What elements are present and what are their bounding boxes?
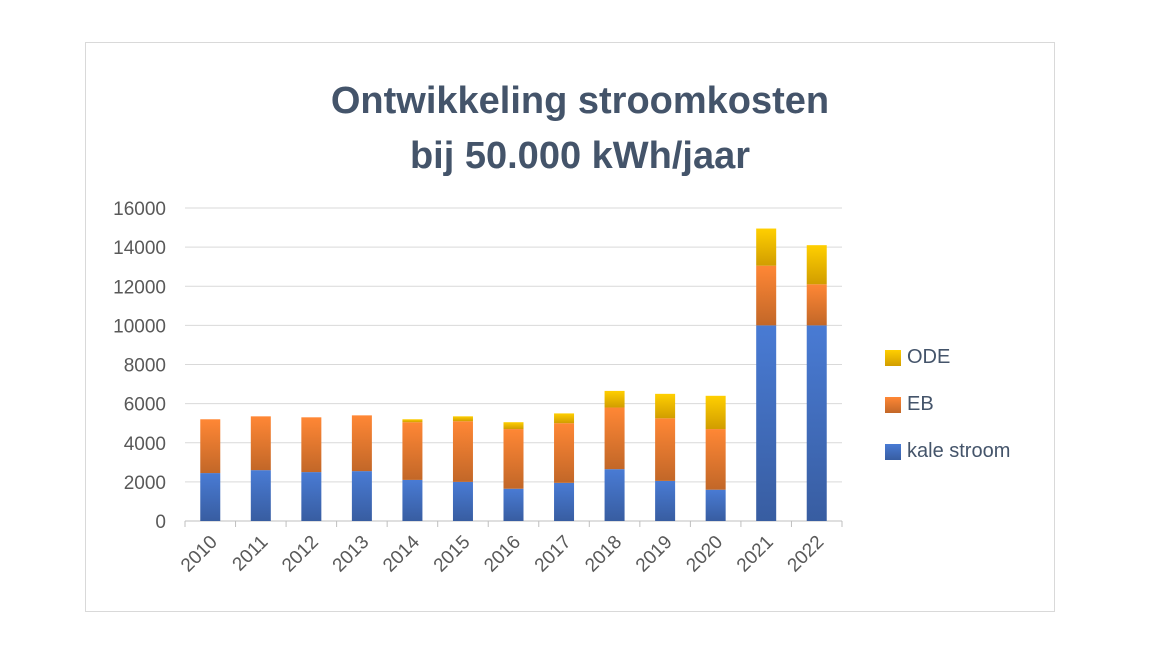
x-tick-label: 2021 (733, 532, 778, 577)
bar-segment-eb (351, 415, 372, 472)
bar-segment-kale-stroom (554, 482, 575, 521)
y-tick-label: 10000 (113, 316, 166, 337)
x-tick-label: 2019 (632, 532, 677, 577)
legend-label-ode: ODE (907, 346, 951, 368)
x-tick-label: 2015 (430, 532, 475, 577)
bar-segment-eb (452, 421, 473, 482)
y-tick-label: 8000 (124, 356, 166, 377)
bar-segment-eb (301, 417, 322, 473)
y-tick-label: 6000 (124, 395, 166, 416)
legend-item-kale-stroom: kale stroom (885, 428, 1010, 475)
bar-segment-ode (452, 416, 473, 422)
legend-swatch-kale-stroom (885, 443, 901, 460)
bar-segment-eb (402, 422, 423, 480)
bar-segment-kale-stroom (806, 325, 827, 521)
bar-segment-ode (756, 228, 777, 266)
chart-title-line-2: bij 50.000 kWh/jaar (409, 135, 751, 177)
x-tick-label: 2018 (581, 532, 626, 577)
legend: ODE EB kale stroom (885, 334, 1010, 475)
legend-label-eb: EB (907, 393, 934, 415)
y-tick-label: 0 (155, 512, 166, 533)
bar-segment-ode (604, 390, 625, 408)
bar-segment-kale-stroom (705, 489, 726, 521)
bar-segment-kale-stroom (503, 488, 524, 521)
bar-segment-ode (705, 395, 726, 430)
bar-segment-ode (503, 422, 524, 430)
bar-segment-kale-stroom (301, 472, 322, 521)
x-tick-label: 2011 (229, 532, 273, 576)
bar-segment-ode (554, 413, 575, 424)
bar-segment-eb (806, 284, 827, 326)
legend-swatch-eb (885, 396, 901, 413)
bar-segment-kale-stroom (452, 481, 473, 521)
bar-segment-eb (756, 265, 777, 326)
bar-segment-kale-stroom (756, 325, 777, 521)
y-tick-label: 2000 (124, 473, 166, 494)
bar-segment-eb (554, 423, 575, 483)
x-tick-label: 2016 (480, 532, 525, 577)
bar-segment-kale-stroom (402, 479, 423, 521)
legend-item-ode: ODE (885, 334, 1010, 381)
bar-segment-kale-stroom (604, 469, 625, 521)
bar-segment-eb (705, 429, 726, 490)
y-tick-label: 4000 (124, 434, 166, 455)
x-tick-label: 2013 (329, 532, 374, 577)
bar-segment-eb (604, 407, 625, 470)
bar-segment-kale-stroom (655, 480, 676, 521)
x-tick-label: 2010 (177, 532, 222, 577)
x-tick-label: 2017 (531, 532, 576, 577)
chart-title: Ontwikkeling stroomkosten bij 50.000 kWh… (230, 74, 930, 184)
bar-segment-kale-stroom (351, 471, 372, 521)
bar-segment-kale-stroom (250, 470, 271, 521)
bar-segment-eb (655, 418, 676, 481)
bar-segment-eb (503, 429, 524, 489)
legend-item-eb: EB (885, 381, 1010, 428)
bar-segment-ode (806, 245, 827, 285)
x-tick-label: 2022 (784, 532, 829, 577)
x-tick-label: 2014 (379, 531, 424, 576)
x-tick-label: 2012 (278, 532, 323, 577)
bar-segment-eb (250, 416, 271, 471)
x-tick-label: 2020 (682, 532, 727, 577)
bar-segment-ode (655, 393, 676, 419)
legend-swatch-ode (885, 349, 901, 366)
y-tick-label: 12000 (113, 277, 166, 298)
y-tick-label: 16000 (113, 199, 166, 220)
y-tick-label: 14000 (113, 238, 166, 259)
bar-segment-kale-stroom (200, 473, 221, 521)
legend-label-kale-stroom: kale stroom (907, 440, 1011, 462)
bar-segment-ode (402, 419, 423, 423)
bar-segment-eb (200, 419, 221, 474)
chart-title-line-1: Ontwikkeling stroomkosten (330, 80, 830, 122)
